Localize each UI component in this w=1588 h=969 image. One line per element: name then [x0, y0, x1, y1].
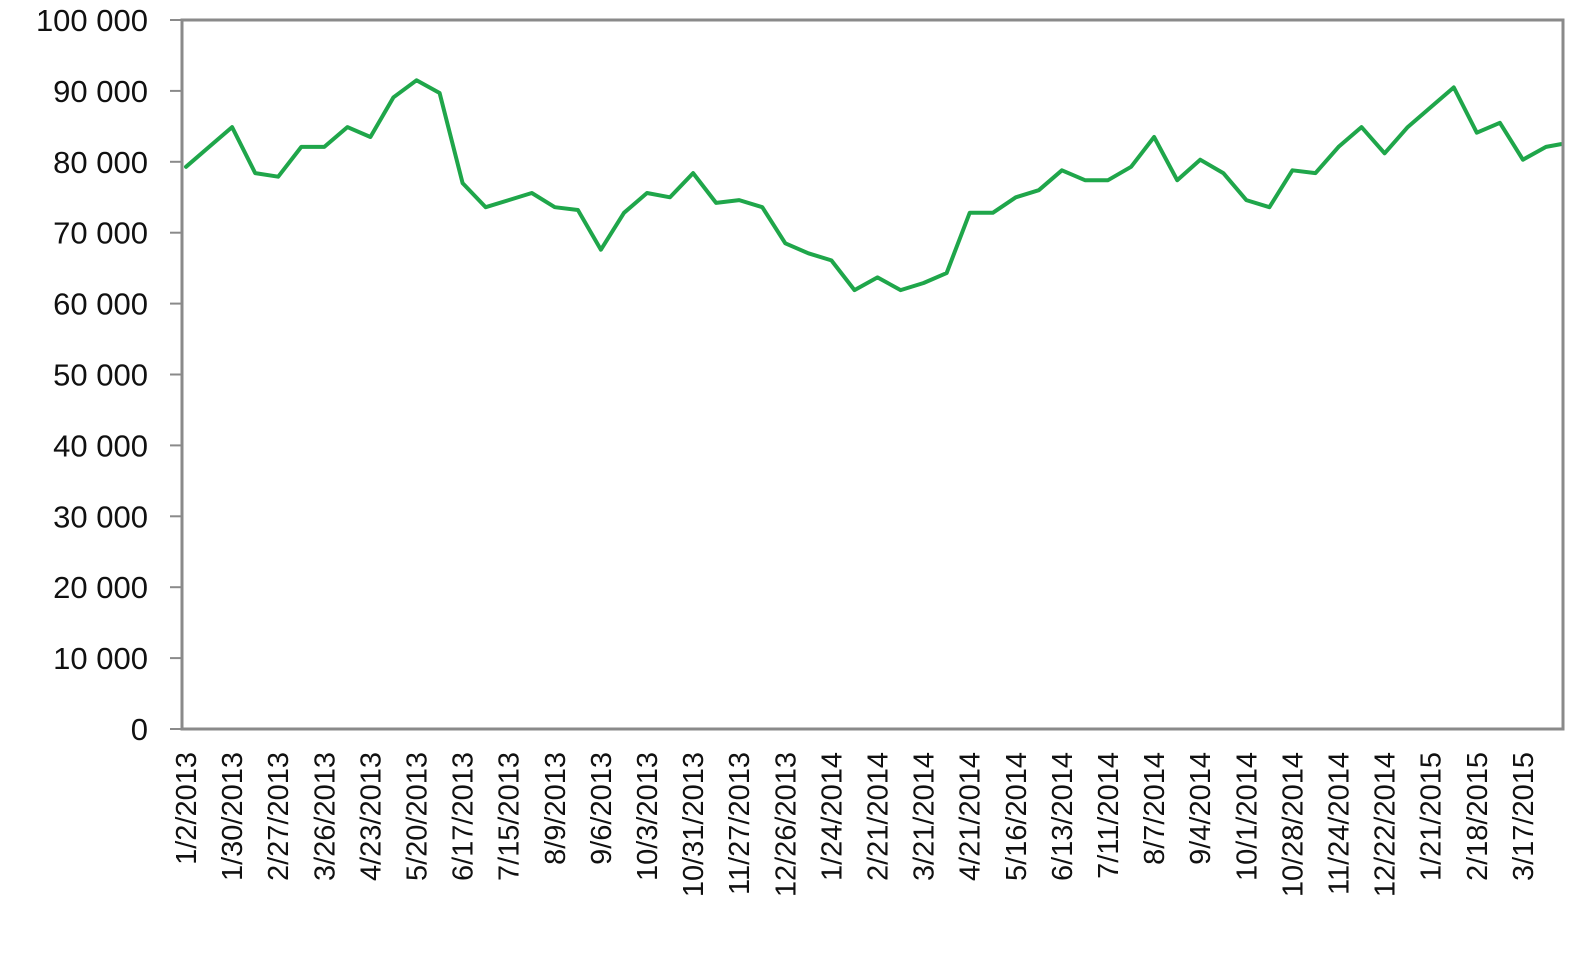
x-tick-label: 10/31/2013 — [678, 752, 710, 897]
x-tick-label: 1/24/2014 — [816, 752, 848, 881]
x-tick-label: 11/27/2013 — [724, 752, 756, 895]
y-tick-label: 0 — [131, 712, 148, 747]
y-tick-label: 10 000 — [53, 641, 148, 676]
x-tick-label: 12/22/2014 — [1370, 752, 1402, 897]
x-tick-label: 4/21/2014 — [955, 752, 987, 881]
x-tick-label: 11/24/2014 — [1324, 752, 1356, 895]
x-tick-label: 7/15/2013 — [494, 752, 526, 881]
y-tick-label: 50 000 — [53, 358, 148, 393]
y-tick-label: 80 000 — [53, 145, 148, 180]
x-tick-label: 5/16/2014 — [1001, 752, 1033, 881]
x-tick-label: 10/28/2014 — [1277, 752, 1309, 897]
x-tick-label: 9/4/2014 — [1185, 752, 1217, 865]
x-tick-label: 2/21/2014 — [863, 752, 895, 881]
y-tick-label: 100 000 — [36, 3, 148, 38]
x-tick-label: 9/6/2013 — [586, 752, 618, 865]
series-line — [184, 78, 1563, 293]
x-tick-label: 3/17/2015 — [1508, 752, 1540, 881]
x-tick-label: 6/17/2013 — [448, 752, 480, 881]
x-tick-label: 2/27/2013 — [263, 752, 295, 881]
y-tick-label: 40 000 — [53, 428, 148, 463]
y-tick-label: 30 000 — [53, 499, 148, 534]
y-tick-label: 90 000 — [53, 74, 148, 109]
x-tick-label: 3/21/2014 — [909, 752, 941, 881]
y-tick-label: 60 000 — [53, 287, 148, 322]
plot-frame — [180, 18, 1565, 731]
x-tick-label: 1/30/2013 — [217, 752, 249, 881]
x-tick-label: 1/2/2013 — [171, 752, 203, 865]
x-tick-label: 1/21/2015 — [1416, 752, 1448, 881]
x-tick-label: 7/11/2014 — [1093, 752, 1125, 879]
x-axis-ticks: 1/2/2013 1/30/2013 2/27/2013 3/26/2013 4/23/… — [171, 752, 1540, 897]
x-tick-label: 4/23/2013 — [355, 752, 387, 881]
x-tick-label: 2/18/2015 — [1462, 752, 1494, 881]
y-tick-label: 20 000 — [53, 570, 148, 605]
x-tick-label: 10/1/2014 — [1231, 752, 1263, 881]
x-tick-label: 12/26/2013 — [770, 752, 802, 897]
y-tick-label: 70 000 — [53, 216, 148, 251]
x-tick-label: 8/7/2014 — [1139, 752, 1171, 865]
x-tick-label: 8/9/2013 — [540, 752, 572, 865]
x-tick-label: 6/13/2014 — [1047, 752, 1079, 881]
x-tick-label: 3/26/2013 — [309, 752, 341, 881]
x-tick-label: 5/20/2013 — [402, 752, 434, 881]
y-axis-ticks: 0 10 000 20 000 30 000 40 000 50 000 60 000 70 … — [36, 3, 182, 747]
x-tick-label: 10/3/2013 — [632, 752, 664, 881]
